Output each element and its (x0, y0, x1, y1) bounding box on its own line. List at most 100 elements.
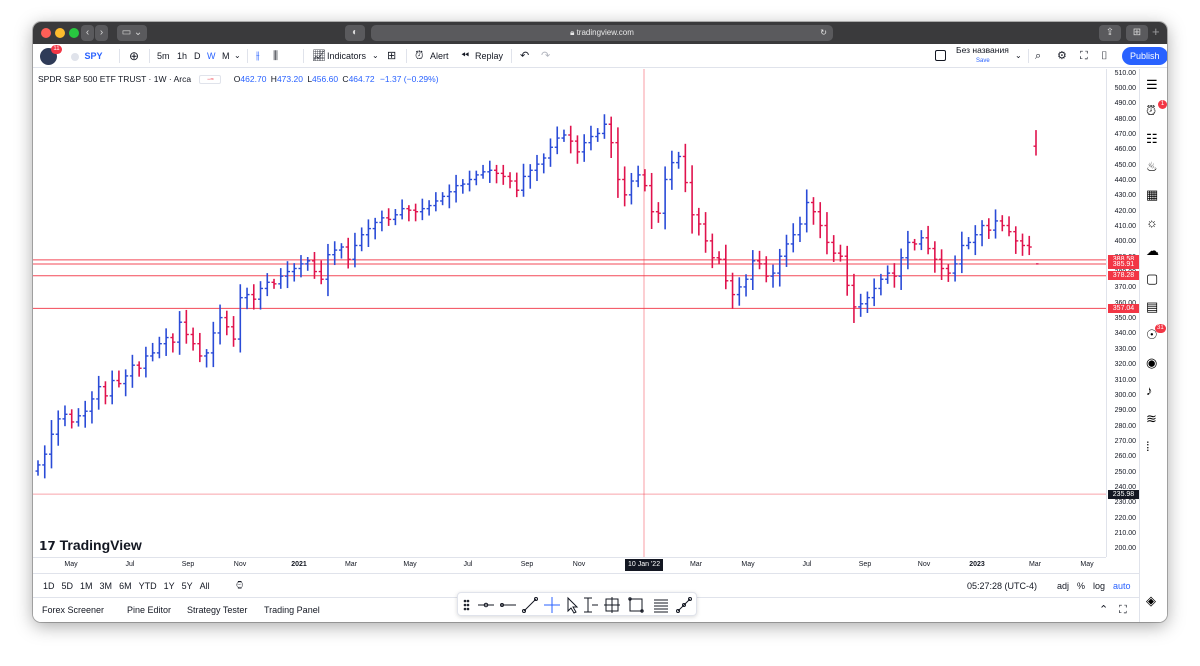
percent-toggle[interactable]: % (1077, 581, 1086, 591)
ohlc-bar[interactable] (676, 151, 682, 169)
indicators-icon[interactable]: 📈︎ (312, 50, 326, 62)
ohlc-bar[interactable] (986, 218, 992, 239)
ohlc-bar[interactable] (939, 249, 945, 281)
ohlc-bar[interactable] (392, 209, 398, 226)
streams-icon[interactable]: ☁ (1146, 243, 1159, 258)
ohlc-bar[interactable] (736, 277, 742, 306)
ohlc-bar[interactable] (918, 230, 924, 251)
ohlc-bar[interactable] (69, 409, 75, 429)
ohlc-bar[interactable] (898, 248, 904, 290)
ohlc-bar[interactable] (116, 370, 122, 388)
adj-toggle[interactable]: adj (1057, 581, 1070, 591)
ohlc-bar[interactable] (170, 333, 176, 353)
broadcast-icon[interactable]: ◉ (1146, 355, 1158, 370)
ohlc-bar[interactable] (581, 134, 587, 162)
ohlc-bar[interactable] (399, 199, 405, 220)
layers-icon[interactable]: ◈ (1146, 593, 1156, 608)
ohlc-bar[interactable] (1006, 216, 1012, 237)
ohlc-bar[interactable] (568, 125, 574, 154)
ohlc-bar[interactable] (689, 165, 695, 234)
ohlc-bar[interactable] (480, 164, 486, 179)
ohlc-bar[interactable] (649, 172, 655, 229)
ohlc-bar[interactable] (662, 166, 668, 230)
ohlc-bar[interactable] (959, 231, 965, 274)
ohlc-bar[interactable] (156, 336, 162, 359)
indicators-button[interactable]: Indicators (327, 51, 367, 61)
ohlc-bar[interactable] (824, 212, 830, 255)
ohlc-bar[interactable] (264, 273, 270, 297)
symbol-search[interactable]: SPY (71, 44, 103, 68)
ohlc-bar[interactable] (379, 210, 385, 232)
bar-style-icon[interactable]: ⫲ (256, 50, 260, 62)
ohlc-bar[interactable] (1033, 130, 1039, 265)
ohlc-bar[interactable] (251, 284, 257, 310)
ohlc-bar[interactable] (601, 114, 607, 139)
ohlc-bar[interactable] (709, 233, 715, 269)
ohlc-bar[interactable] (55, 410, 61, 446)
ohlc-bar[interactable] (790, 223, 796, 253)
horizontal-line-icon[interactable] (500, 603, 516, 607)
ohlc-bar[interactable] (864, 291, 870, 313)
interval-W[interactable]: W (207, 51, 216, 61)
range-5d[interactable]: 5D (61, 581, 74, 591)
ohlc-bar[interactable] (325, 243, 331, 297)
ohlc-bar[interactable] (372, 217, 378, 240)
ohlc-bar[interactable] (473, 170, 479, 186)
notifications-icon[interactable]: ☉ (1146, 327, 1158, 342)
layout-name[interactable]: Без названия (956, 45, 1009, 55)
ohlc-bar[interactable] (210, 321, 216, 368)
range-all[interactable]: All (199, 581, 210, 591)
close-window-button[interactable] (41, 28, 51, 38)
ohlc-bar[interactable] (507, 172, 513, 189)
bell-icon[interactable]: ♪ (1146, 383, 1153, 398)
interval-M[interactable]: M (222, 51, 230, 61)
tab-pine-editor[interactable]: Pine Editor (127, 605, 172, 615)
ohlc-bar[interactable] (588, 125, 594, 151)
ohlc-bar[interactable] (494, 164, 500, 184)
ohlc-bar[interactable] (932, 241, 938, 273)
ohlc-bar[interactable] (831, 235, 837, 262)
ohlc-bar[interactable] (190, 327, 196, 351)
dots-menu-icon[interactable]: ⁞ (1146, 439, 1150, 454)
ohlc-bar[interactable] (1013, 226, 1019, 254)
ohlc-bar[interactable] (574, 135, 580, 164)
privacy-shield-icon[interactable]: ◐ (345, 25, 365, 41)
ohlc-bar[interactable] (419, 198, 425, 221)
ohlc-bar[interactable] (844, 245, 850, 296)
auto-toggle[interactable]: auto (1113, 581, 1131, 591)
ohlc-bar[interactable] (143, 346, 149, 378)
tab-forex-screener[interactable]: Forex Screener (42, 605, 105, 615)
ohlc-bar[interactable] (871, 278, 877, 307)
ohlc-bar[interactable] (635, 165, 641, 188)
range-1d[interactable]: 1D (43, 581, 55, 591)
undo-icon[interactable]: ↶ (520, 50, 530, 62)
ohlc-bar[interactable] (89, 391, 95, 424)
ohlc-bar[interactable] (615, 127, 621, 198)
ohlc-bar[interactable] (952, 255, 958, 282)
back-arrow-icon[interactable]: ‹ (81, 25, 94, 41)
ohlc-bar[interactable] (541, 153, 547, 174)
ohlc-bar[interactable] (999, 215, 1005, 232)
ohlc-bar[interactable] (817, 202, 823, 239)
data-window-icon[interactable]: ☷ (1146, 131, 1158, 146)
ohlc-bar[interactable] (905, 230, 911, 270)
hotlists-fire-icon[interactable]: ♨ (1146, 159, 1158, 174)
trend-line-icon[interactable] (522, 597, 538, 613)
ohlc-bar[interactable] (271, 278, 277, 289)
new-tab-icon[interactable]: + (1152, 24, 1160, 39)
interval-5m[interactable]: 5m (157, 51, 170, 61)
ohlc-bar[interactable] (150, 342, 156, 362)
ohlc-bar[interactable] (925, 225, 931, 255)
market-status-icon[interactable]: −≈ (199, 75, 222, 85)
ohlc-bar[interactable] (993, 209, 999, 239)
ohlc-bar[interactable] (183, 309, 189, 344)
ohlc-bar[interactable] (285, 261, 290, 289)
watchlist-icon[interactable]: ☰ (1146, 77, 1158, 92)
redo-icon[interactable]: ↷ (541, 50, 551, 62)
ohlc-bar[interactable] (655, 202, 661, 223)
ohlc-bar[interactable] (622, 166, 628, 207)
ohlc-bar[interactable] (682, 143, 688, 193)
ohlc-bar[interactable] (453, 174, 459, 203)
ohlc-bar[interactable] (770, 264, 776, 288)
ohlc-bar[interactable] (345, 237, 351, 269)
